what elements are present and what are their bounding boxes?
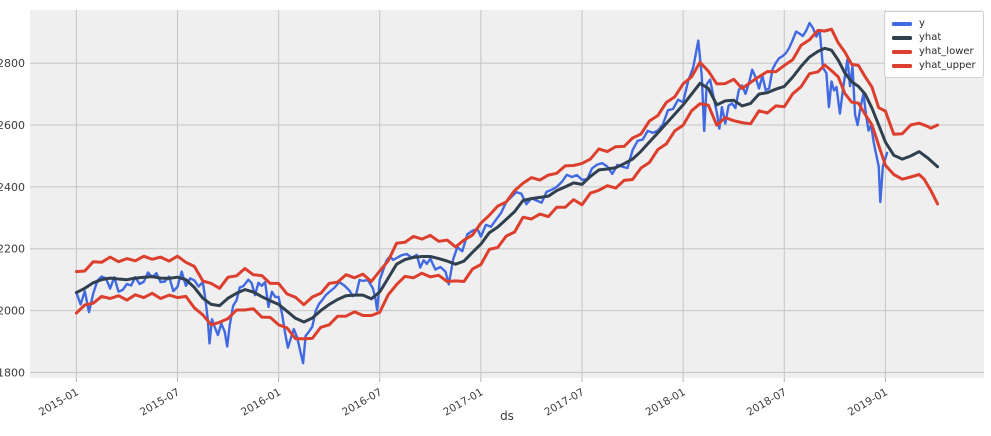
legend-swatch-yhat bbox=[892, 36, 912, 40]
series-yhat_upper bbox=[74, 27, 940, 307]
y-tick-label: 2200 bbox=[0, 243, 25, 256]
legend: y yhat yhat_lower yhat_upper bbox=[884, 11, 984, 78]
y-tick-label: 2000 bbox=[0, 305, 25, 318]
y-tick-label: 2400 bbox=[0, 181, 25, 194]
legend-item-yhat_upper: yhat_upper bbox=[892, 59, 976, 73]
gridlines bbox=[30, 10, 984, 378]
y-tick-label: 2800 bbox=[0, 57, 25, 70]
legend-item-yhat: yhat bbox=[892, 31, 976, 45]
series bbox=[74, 21, 940, 365]
legend-swatch-yhat_lower bbox=[892, 50, 912, 54]
legend-label: yhat_lower bbox=[919, 46, 974, 57]
series-yhat bbox=[74, 46, 940, 324]
legend-label: yhat bbox=[919, 32, 942, 43]
x-axis-label: ds bbox=[500, 409, 514, 423]
legend-item-y: y bbox=[892, 17, 976, 31]
legend-swatch-yhat_upper bbox=[892, 64, 912, 68]
legend-label: y bbox=[919, 18, 925, 29]
y-tick-label: 2600 bbox=[0, 119, 25, 132]
legend-swatch-y bbox=[892, 22, 912, 26]
y-tick-label: 1800 bbox=[0, 366, 25, 379]
legend-label: yhat_upper bbox=[919, 60, 976, 71]
legend-item-yhat_lower: yhat_lower bbox=[892, 45, 976, 59]
series-yhat_lower bbox=[74, 63, 940, 341]
